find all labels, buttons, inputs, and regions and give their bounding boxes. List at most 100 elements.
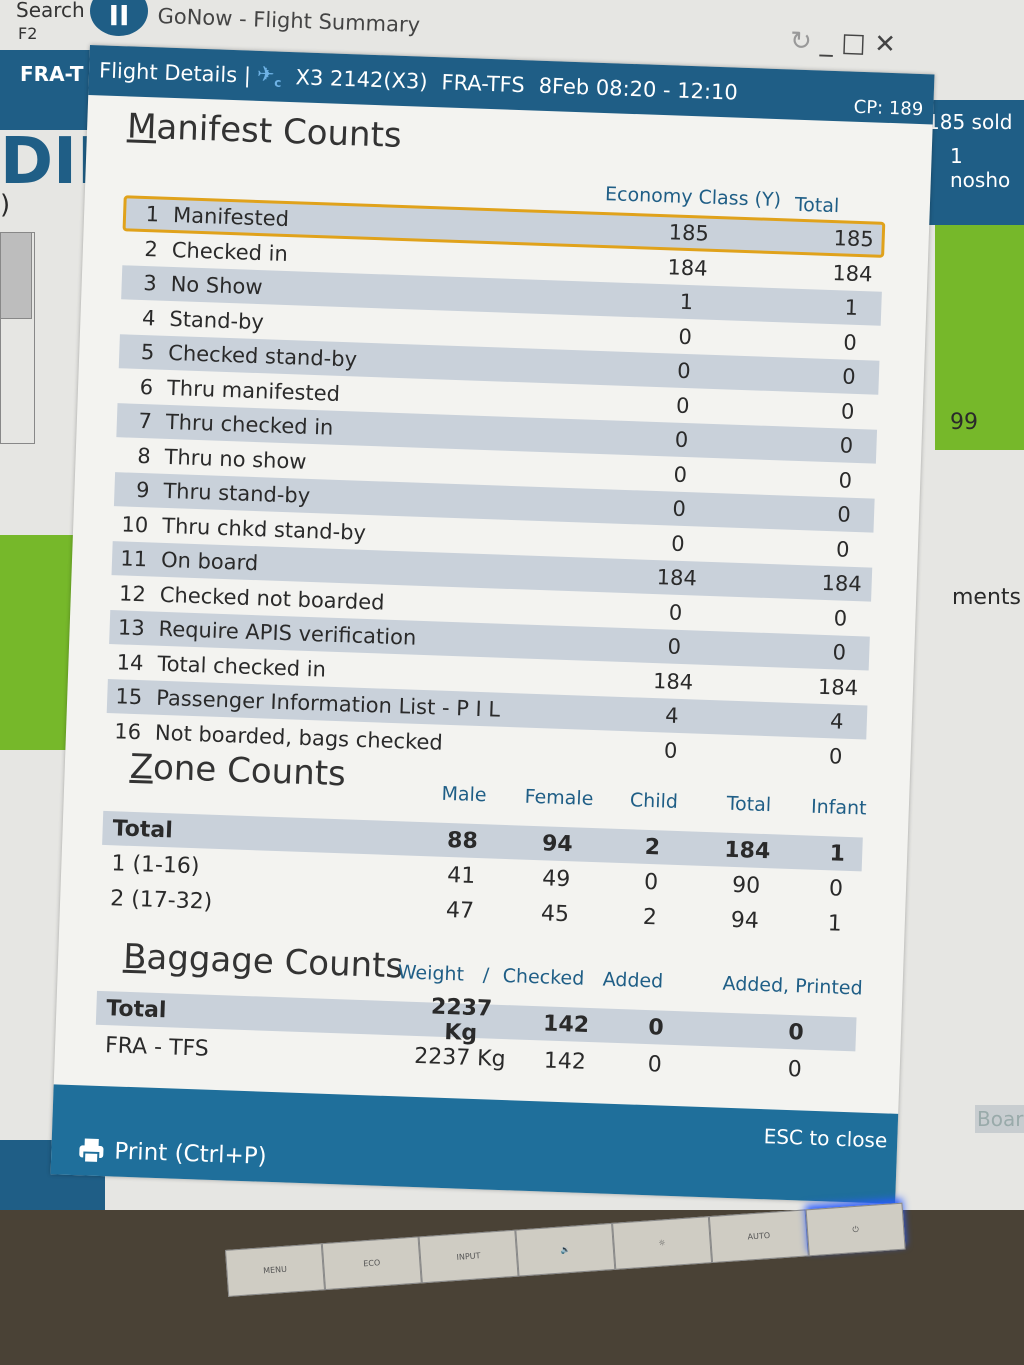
zone-value: 41: [446, 862, 476, 889]
monitor-button[interactable]: ECO: [321, 1236, 422, 1291]
economy-value: 185: [668, 220, 710, 246]
flight-summary-window: Flight Details | ✈c X3 2142(X3) FRA-TFS …: [50, 45, 935, 1204]
row-number: 7: [138, 408, 153, 434]
close-icon[interactable]: ✕: [873, 29, 897, 60]
baggage-label: Total: [105, 995, 167, 1023]
left-header: FRA-T: [0, 50, 100, 130]
monitor-button[interactable]: ☼: [612, 1216, 713, 1270]
total-value: 4: [829, 709, 844, 734]
total-value: 0: [839, 433, 854, 458]
baggage-value: 0: [787, 1019, 805, 1045]
row-number: 16: [113, 718, 142, 744]
monitor-button[interactable]: 🔉: [515, 1222, 616, 1277]
economy-value: 184: [667, 254, 709, 281]
col-total: Total: [794, 193, 840, 218]
row-number: 13: [117, 615, 146, 641]
right-green-block: [935, 225, 1024, 450]
zone-value: 1: [827, 910, 843, 937]
monitor-button[interactable]: INPUT: [418, 1229, 519, 1284]
zone-label: Total: [112, 815, 174, 843]
economy-value: 0: [678, 324, 693, 349]
zone-title: Zone Counts: [129, 746, 347, 795]
row-number: 9: [135, 477, 150, 503]
zone-value: 1: [829, 840, 846, 867]
manifest-title: Manifest Counts: [126, 106, 403, 156]
total-value: 0: [840, 398, 855, 424]
total-value: 0: [842, 329, 858, 355]
zone-col-header: Total: [726, 792, 772, 817]
sold-count: 185 sold: [927, 110, 1013, 134]
total-value: 0: [833, 605, 848, 631]
baggage-value: 0: [647, 1014, 665, 1041]
zone-value: 2: [642, 904, 658, 930]
economy-value: 0: [675, 393, 690, 418]
baggage-col-header: Added, Printed: [722, 972, 864, 1000]
left-grey-block: [0, 232, 32, 319]
baggage-col-header: Added: [602, 968, 664, 993]
monitor-button[interactable]: ⏻: [805, 1202, 906, 1257]
economy-value: 0: [672, 496, 687, 522]
row-number: 2: [144, 236, 159, 261]
row-number: 8: [136, 443, 152, 468]
zone-value: 0: [828, 875, 844, 902]
zone-value: 88: [446, 827, 479, 854]
zone-value: 184: [723, 837, 771, 864]
economy-value: 0: [670, 531, 686, 556]
row-number: 11: [119, 546, 148, 572]
window-controls: ↻ _ □ ✕: [790, 26, 897, 60]
refresh-icon[interactable]: ↻: [789, 26, 813, 57]
economy-value: 0: [676, 358, 692, 384]
baggage-value: 0: [647, 1051, 663, 1078]
zone-value: 90: [731, 872, 761, 899]
baggage-title: Baggage Counts: [122, 936, 404, 987]
print-label: Print (Ctrl+P): [113, 1138, 267, 1170]
baggage-col-header: /: [482, 964, 490, 987]
right-info-panel: 185 sold 1 nosho: [925, 100, 1024, 225]
row-number: 15: [115, 684, 143, 710]
print-button[interactable]: Print (Ctrl+P): [76, 1135, 267, 1172]
board-button[interactable]: Boar: [975, 1105, 1024, 1133]
zone-col-header: Child: [629, 789, 679, 813]
search-label[interactable]: Search: [16, 0, 85, 22]
economy-value: 1: [679, 289, 694, 315]
total-value: 184: [821, 570, 863, 597]
flight-number: X3 2142(X3): [295, 65, 428, 94]
baggage-col-header: Checked: [502, 964, 585, 990]
row-number: 3: [142, 271, 158, 296]
printer-icon: [79, 1138, 104, 1164]
noshow-count: 1 nosho: [950, 144, 1011, 192]
baggage-value: 142: [543, 1047, 587, 1075]
row-number: 10: [121, 511, 149, 537]
economy-value: 184: [652, 668, 694, 694]
total-value: 0: [835, 536, 850, 562]
economy-value: 184: [656, 565, 698, 591]
footer-bar: Print (Ctrl+P) ESC to close: [50, 1084, 899, 1204]
baggage-col-header: Weight: [397, 961, 465, 986]
search-shortcut: F2: [18, 24, 38, 43]
baggage-label: FRA - TFS: [104, 1032, 210, 1062]
total-value: 184: [832, 260, 873, 286]
minimize-icon[interactable]: _: [819, 27, 834, 58]
zone-value: 2: [644, 834, 661, 860]
maximize-icon[interactable]: □: [840, 27, 867, 59]
total-value: 0: [841, 364, 856, 389]
row-number: 4: [141, 305, 156, 330]
total-value: 0: [832, 640, 847, 665]
date-time: 8Feb 08:20 - 12:10: [538, 73, 739, 105]
total-value: 1: [844, 295, 859, 320]
row-number: 6: [139, 374, 154, 399]
row-number: 14: [116, 649, 144, 675]
zone-value: 94: [730, 907, 760, 934]
total-value: 185: [833, 226, 875, 252]
right-value: 99: [950, 410, 978, 435]
economy-value: 0: [663, 737, 678, 763]
zone-value: 45: [540, 900, 570, 927]
zone-label: 1 (1-16): [111, 850, 200, 879]
zone-value: 94: [541, 830, 574, 857]
route: FRA-TFS: [441, 70, 526, 98]
total-value: 0: [828, 743, 843, 769]
zone-value: 49: [541, 865, 571, 892]
monitor-button[interactable]: AUTO: [708, 1209, 809, 1264]
monitor-button[interactable]: MENU: [225, 1243, 326, 1297]
zone-col-header: Male: [441, 782, 487, 807]
